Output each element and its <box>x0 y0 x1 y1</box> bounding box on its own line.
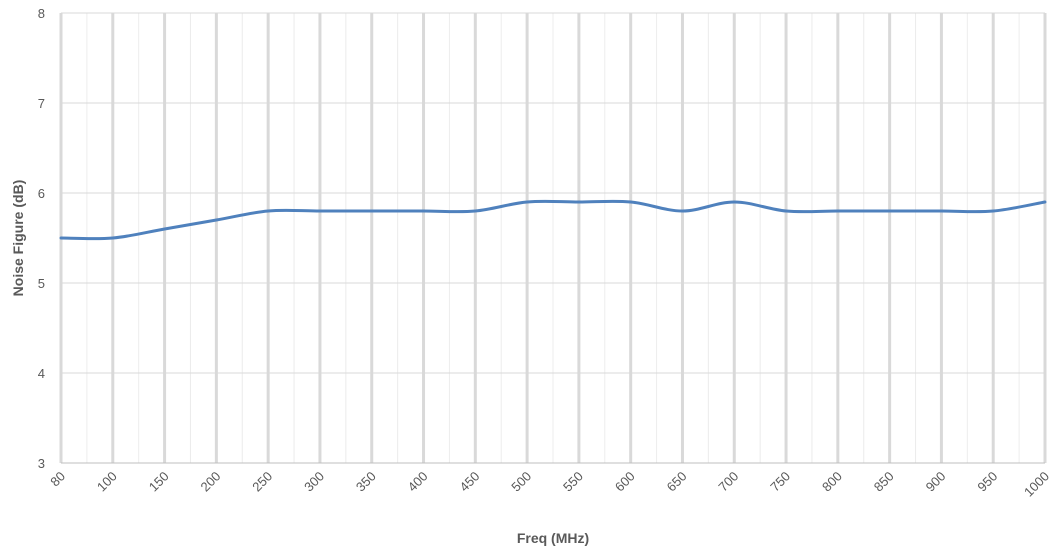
y-tick-label: 4 <box>38 366 45 381</box>
series-line <box>59 199 1047 241</box>
y-axis-title: Noise Figure (dB) <box>10 180 26 297</box>
y-tick-labels: 3 4 5 6 7 8 <box>38 6 45 471</box>
data-point <box>266 209 270 213</box>
x-tick-label: 900 <box>923 469 949 495</box>
x-tick-label: 400 <box>405 469 431 495</box>
data-point <box>939 209 943 213</box>
x-tick-labels: 80 100 150 200 250 300 350 400 450 500 550 600 650 70… <box>47 469 1052 500</box>
x-tick-label: 950 <box>974 469 1000 495</box>
x-tick-label: 1000 <box>1021 469 1052 500</box>
x-tick-label: 750 <box>767 469 793 495</box>
data-point <box>732 200 736 204</box>
minor-gridlines <box>86 13 1020 463</box>
y-tick-label: 5 <box>38 276 45 291</box>
data-point <box>680 209 684 213</box>
x-tick-label: 150 <box>146 469 172 495</box>
x-tick-label: 650 <box>664 469 690 495</box>
data-point <box>577 200 581 204</box>
x-tick-label: 500 <box>508 469 534 495</box>
x-axis-title: Freq (MHz) <box>517 530 589 546</box>
data-point <box>836 209 840 213</box>
data-point <box>370 209 374 213</box>
x-tick-label: 200 <box>198 469 224 495</box>
major-gridlines <box>59 12 1047 464</box>
x-tick-label: 600 <box>612 469 638 495</box>
x-tick-label: 450 <box>456 469 482 495</box>
x-tick-label: 700 <box>715 469 741 495</box>
x-tick-label: 250 <box>249 469 275 495</box>
y-tick-label: 3 <box>38 456 45 471</box>
data-point <box>473 209 477 213</box>
series-layer <box>59 199 1047 241</box>
x-tick-label: 300 <box>301 469 327 495</box>
data-point <box>422 209 426 213</box>
x-tick-label: 550 <box>560 469 586 495</box>
data-point <box>214 218 218 222</box>
data-point <box>991 209 995 213</box>
x-tick-label: 100 <box>94 469 120 495</box>
data-point <box>111 236 115 240</box>
data-point <box>629 200 633 204</box>
x-tick-label: 800 <box>819 469 845 495</box>
y-tick-label: 8 <box>38 6 45 21</box>
x-tick-label: 850 <box>871 469 897 495</box>
y-tick-label: 6 <box>38 186 45 201</box>
data-point <box>888 209 892 213</box>
data-point <box>525 200 529 204</box>
data-point <box>318 209 322 213</box>
data-point <box>163 227 167 231</box>
x-tick-label: 80 <box>47 469 68 490</box>
x-tick-label: 350 <box>353 469 379 495</box>
data-point <box>1043 200 1047 204</box>
y-tick-label: 7 <box>38 96 45 111</box>
data-point <box>784 209 788 213</box>
data-point <box>59 236 63 240</box>
